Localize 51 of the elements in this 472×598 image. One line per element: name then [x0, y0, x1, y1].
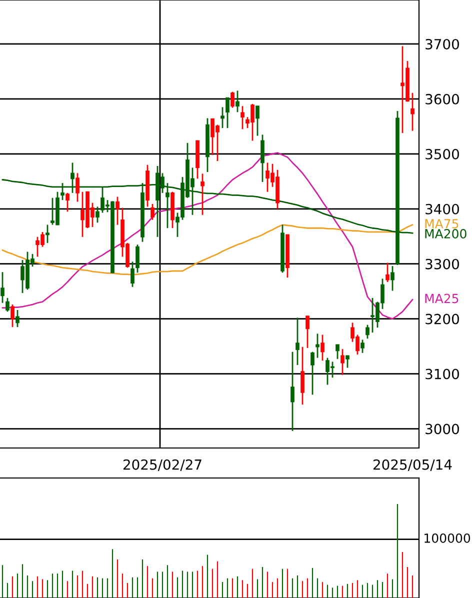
candlestick: [46, 224, 50, 244]
candlestick: [136, 244, 140, 274]
candlestick: [310, 351, 314, 396]
candlestick: [96, 206, 100, 224]
candlestick: [316, 332, 320, 359]
candlestick: [300, 346, 304, 406]
candlestick: [66, 192, 70, 212]
candlestick: [290, 351, 294, 432]
candlestick: [200, 173, 204, 216]
y-tick-label: 3000: [426, 424, 459, 434]
candlestick: [130, 260, 134, 288]
candlestick: [256, 105, 260, 136]
candlestick: [296, 317, 300, 366]
candlestick: [336, 344, 340, 360]
candlestick: [220, 106, 224, 129]
candlestick: [6, 297, 10, 312]
y-tick-label: 3100: [426, 368, 459, 380]
candlestick: [346, 354, 350, 368]
candlestick: [166, 182, 170, 229]
candlestick: [60, 182, 64, 201]
y-tick-label: 3400: [426, 204, 459, 214]
candlestick: [410, 92, 414, 132]
candlestick: [16, 309, 20, 328]
candlestick: [116, 196, 120, 226]
series-label: MA75: [425, 219, 458, 228]
candlestick: [386, 262, 390, 283]
candlestick: [230, 91, 234, 108]
candlestick: [366, 324, 370, 340]
candlestick: [306, 315, 310, 349]
y-tick-label: 3200: [426, 314, 459, 324]
candlestick: [390, 265, 394, 292]
candlestick: [260, 134, 264, 183]
series-label: MA25: [425, 294, 458, 304]
series-label: MA200: [425, 228, 466, 238]
y-tick-label: 3700: [426, 38, 459, 50]
candlestick: [0, 271, 4, 304]
candlestick: [226, 97, 230, 129]
candlestick: [360, 339, 364, 354]
x-tick-label: 2025/05/14: [373, 459, 452, 471]
candlestick: [240, 105, 244, 130]
y-tick-label: 3600: [426, 94, 459, 104]
candlestick: [76, 172, 80, 202]
y-tick-label: 3500: [426, 148, 459, 160]
candlestick: [340, 348, 344, 376]
candlestick: [10, 304, 14, 328]
x-tick-label: 2025/02/27: [123, 459, 202, 471]
candlestick: [150, 203, 154, 221]
y-tick-label: 3300: [426, 258, 459, 270]
candlestick: [320, 334, 324, 362]
candlestick: [236, 90, 240, 113]
text: 100000: [424, 533, 470, 543]
